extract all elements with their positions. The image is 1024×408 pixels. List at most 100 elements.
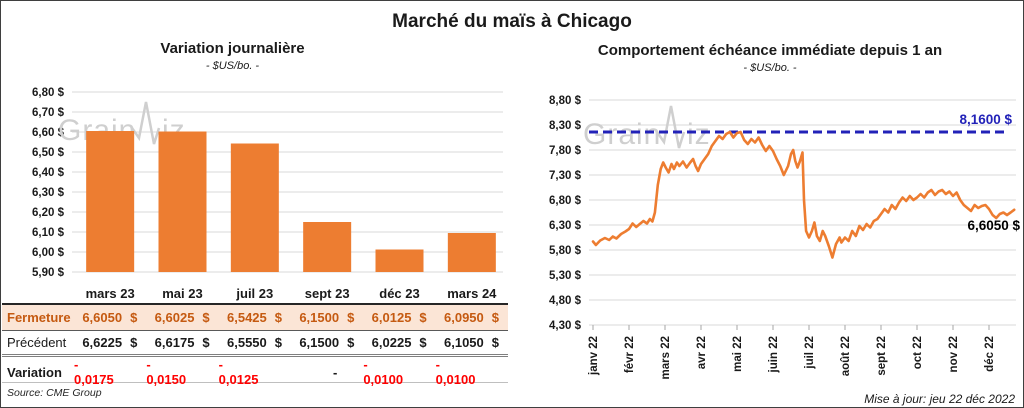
update-note: Mise à jour: jeu 22 déc 2022 bbox=[864, 392, 1015, 406]
cell-value: - 0,0125 bbox=[218, 357, 259, 387]
table-cell: - 0,0175 bbox=[74, 357, 146, 387]
cell-value: - 0,0150 bbox=[146, 357, 187, 387]
bar-y-tick-label: 5,90 $ bbox=[32, 267, 65, 279]
table-row: Précédent 6,6225 $6,6175 $6,5550 $6,1500 $6,0… bbox=[2, 331, 508, 357]
table-row: Fermeture 6,6050 $6,6025 $6,5425 $6,1500 $6,0… bbox=[2, 305, 508, 331]
table-cell: - bbox=[291, 365, 363, 380]
x-tick-label: nov 22 bbox=[948, 336, 960, 372]
table-cell: - 0,0100 bbox=[363, 357, 435, 387]
table-cell: 6,0950 $ bbox=[436, 310, 508, 325]
table-cell: 6,5425 $ bbox=[219, 310, 291, 325]
cell-unit: $ bbox=[202, 335, 210, 350]
column-header: déc 23 bbox=[379, 286, 420, 301]
column-header: mars 24 bbox=[447, 286, 497, 301]
x-tick-label: févr 22 bbox=[624, 336, 636, 373]
x-tick-label: août 22 bbox=[840, 336, 852, 376]
cell-value: 6,6050 bbox=[82, 310, 123, 325]
table-header-row: mars 23 mai 23 juil 23 sept 23 déc 23 mars 24 bbox=[2, 284, 508, 305]
cell-value: 6,5425 bbox=[227, 310, 267, 325]
x-tick-label: oct 22 bbox=[912, 336, 924, 369]
price-table: mars 23 mai 23 juil 23 sept 23 déc 23 mars 24… bbox=[2, 284, 508, 387]
bar-chart-title: Variation journalière bbox=[160, 40, 305, 57]
line-y-tick-label: 4,30 $ bbox=[549, 320, 582, 332]
cell-value: 6,6025 bbox=[154, 310, 195, 325]
line-chart-subtitle: - $US/bo. - bbox=[743, 62, 797, 74]
bar-y-tick-label: 6,30 $ bbox=[32, 187, 65, 199]
row-label: Variation bbox=[7, 364, 62, 380]
cell-value: - 0,0100 bbox=[435, 357, 476, 387]
row-label: Précédent bbox=[7, 335, 67, 350]
line-chart: 8,80 $ 8,30 $ 7,80 $ 7,30 $ 6,80 $ 6,30 $ 5,80… bbox=[549, 95, 1020, 379]
page-title: Marché du maïs à Chicago bbox=[392, 11, 632, 32]
line-y-tick-label: 6,80 $ bbox=[549, 195, 582, 207]
table-cell: - 0,0125 bbox=[219, 357, 291, 387]
table-cell: 6,6050 $ bbox=[74, 310, 146, 325]
cell-value: 6,1500 bbox=[299, 310, 340, 325]
column-header: mai 23 bbox=[162, 286, 203, 301]
cell-value: 6,0225 bbox=[371, 335, 412, 350]
cell-unit: $ bbox=[491, 310, 499, 325]
watermark-spike-icon bbox=[655, 105, 686, 149]
table-cell: 6,6175 $ bbox=[146, 335, 218, 350]
cell-value: 6,5550 bbox=[227, 335, 267, 350]
line-y-tick-label: 8,80 $ bbox=[549, 95, 582, 107]
table-cell: 6,6025 $ bbox=[146, 310, 218, 325]
cell-value: 6,0125 bbox=[371, 310, 412, 325]
cell-value: 6,0950 bbox=[444, 310, 484, 325]
bar-sept 23 bbox=[303, 222, 352, 272]
bar-mai 23 bbox=[158, 131, 207, 272]
line-y-tick-label: 4,80 $ bbox=[549, 295, 582, 307]
table-cell: 6,0125 $ bbox=[363, 310, 435, 325]
column-header: mars 23 bbox=[85, 286, 135, 301]
bar-déc 23 bbox=[375, 249, 424, 272]
column-header: juil 23 bbox=[236, 286, 274, 301]
x-tick-label: mai 22 bbox=[732, 336, 744, 372]
table-cell: - 0,0150 bbox=[146, 357, 218, 387]
x-tick-label: sept 22 bbox=[876, 336, 888, 376]
bar-y-tick-label: 6,10 $ bbox=[32, 227, 65, 239]
line-y-tick-label: 5,30 $ bbox=[549, 270, 582, 282]
cell-value: - 0,0100 bbox=[363, 357, 404, 387]
bar-juil 23 bbox=[230, 143, 279, 272]
last-price-label: 6,6050 $ bbox=[967, 218, 1020, 233]
one-year-panel: Comportement échéance immédiate depuis 1… bbox=[517, 41, 1023, 406]
line-y-tick-label: 7,80 $ bbox=[549, 145, 582, 157]
cell-unit: $ bbox=[274, 310, 282, 325]
bar-y-tick-label: 6,60 $ bbox=[32, 127, 65, 139]
bar-mars 23 bbox=[86, 131, 135, 272]
cell-unit: $ bbox=[202, 310, 210, 325]
table-cell: 6,1050 $ bbox=[436, 335, 508, 350]
line-y-tick-label: 8,30 $ bbox=[549, 120, 582, 132]
table-cell: - 0,0100 bbox=[436, 357, 508, 387]
line-y-tick-label: 5,80 $ bbox=[549, 245, 582, 257]
cell-value: 6,1500 bbox=[299, 335, 340, 350]
bar-y-tick-label: 6,40 $ bbox=[32, 167, 65, 179]
x-tick-label: juil 22 bbox=[804, 336, 816, 370]
svg-text:Grain: Grain bbox=[583, 118, 661, 151]
column-header: sept 23 bbox=[304, 286, 350, 301]
cell-value: 6,1050 bbox=[444, 335, 484, 350]
cell-unit: $ bbox=[130, 310, 138, 325]
cell-unit: $ bbox=[491, 335, 499, 350]
price-line-series bbox=[591, 130, 1016, 259]
line-y-tick-label: 6,30 $ bbox=[549, 220, 582, 232]
row-label: Fermeture bbox=[7, 310, 71, 325]
x-tick-label: janv 22 bbox=[588, 336, 600, 376]
cell-unit: $ bbox=[274, 335, 282, 350]
cell-unit: $ bbox=[419, 310, 427, 325]
grainwiz-watermark: Grain iz bbox=[583, 105, 710, 151]
bar-y-tick-label: 6,00 $ bbox=[32, 247, 65, 259]
bar-chart: 6,80 $ 6,70 $ 6,60 $ 6,50 $ 6,40 $ 6,30 $ 6,20… bbox=[32, 87, 503, 279]
source-note: Source: CME Group bbox=[7, 387, 102, 399]
x-tick-label: mars 22 bbox=[660, 336, 672, 379]
table-cell: 6,5550 $ bbox=[219, 335, 291, 350]
table-cell: 6,6225 $ bbox=[74, 335, 146, 350]
daily-variation-panel: Variation journalière - $US/bo. - 6,80 $… bbox=[2, 39, 509, 399]
bar-y-tick-label: 6,50 $ bbox=[32, 147, 65, 159]
line-y-tick-label: 7,30 $ bbox=[549, 170, 582, 182]
reference-value-label: 8,1600 $ bbox=[959, 112, 1012, 127]
cell-unit: $ bbox=[419, 335, 427, 350]
cell-value: - 0,0175 bbox=[74, 357, 114, 387]
cell-value: 6,6225 bbox=[82, 335, 123, 350]
